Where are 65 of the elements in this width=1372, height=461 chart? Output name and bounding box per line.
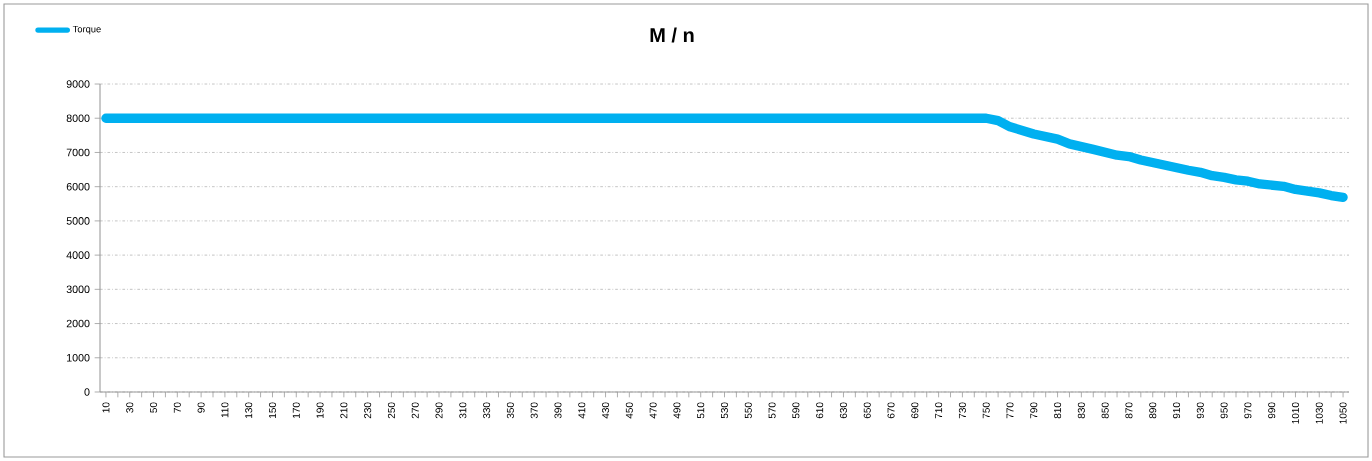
x-tick-label: 850 [1101,402,1109,419]
x-tick-label: 170 [292,402,300,418]
x-tick-label: 570 [768,402,776,419]
x-tick-label: 510 [697,402,705,419]
x-tick-label: 90 [197,402,205,413]
x-tick-label: 770 [1006,402,1014,419]
x-tick-label: 150 [268,402,277,418]
x-tick-label: 590 [792,402,800,419]
x-tick-label: 270 [411,402,419,419]
x-tick-label: 330 [483,402,491,419]
x-tick-label: 750 [982,402,990,419]
x-tick-label: 130 [245,402,253,418]
y-tick-label: 5000 [66,217,90,225]
y-tick-label: 6000 [66,182,90,191]
x-tick-label: 350 [506,402,514,419]
y-tick-label: 8000 [66,114,90,123]
x-tick-label: 890 [1149,402,1157,419]
legend-label: Torque [72,25,101,35]
x-tick-label: 530 [720,402,729,419]
x-tick-label: 630 [839,402,847,419]
y-tick-label: 7000 [66,148,90,157]
x-tick-label: 430 [602,402,610,419]
chart-title: M / n [650,27,694,43]
x-tick-label: 550 [744,402,752,419]
x-tick-label: 1030 [1315,402,1323,424]
x-tick-label: 110 [221,402,229,418]
x-tick-label: 10 [102,402,110,413]
x-tick-label: 210 [340,402,348,419]
x-tick-label: 290 [435,402,443,419]
x-tick-label: 250 [387,402,395,419]
x-tick-label: 370 [530,402,538,419]
x-tick-label: 450 [625,402,633,419]
x-tick-label: 650 [863,402,871,419]
x-tick-label: 950 [1220,402,1228,419]
x-tick-label: 1010 [1291,402,1300,424]
x-tick-label: 990 [1268,402,1276,419]
x-tick-label: 390 [554,402,562,419]
x-tick-label: 190 [316,402,324,418]
y-tick-label: 1000 [67,354,90,362]
x-tick-label: 790 [1030,402,1038,419]
x-tick-label: 490 [673,402,681,419]
x-tick-label: 710 [935,402,943,419]
x-tick-label: 970 [1244,402,1252,419]
x-tick-label: 870 [1125,402,1133,419]
x-tick-label: 730 [958,402,966,419]
x-tick-label: 70 [173,402,181,413]
x-tick-label: 830 [1077,402,1085,419]
x-tick-label: 410 [578,402,586,419]
y-tick-label: 0 [84,388,90,396]
y-tick-label: 4000 [66,251,90,259]
x-tick-label: 1050 [1339,402,1347,424]
x-tick-label: 690 [911,402,919,419]
x-tick-label: 470 [649,402,657,419]
x-tick-label: 30 [126,402,134,413]
y-tick-label: 9000 [66,80,90,88]
x-tick-label: 910 [1172,402,1181,419]
x-tick-label: 930 [1196,402,1204,419]
x-tick-label: 810 [1054,402,1062,419]
x-tick-label: 610 [816,402,824,419]
y-tick-label: 3000 [66,285,90,294]
x-tick-label: 310 [459,402,467,419]
y-tick-label: 2000 [66,319,90,328]
x-tick-label: 230 [364,402,372,419]
x-tick-label: 50 [149,402,158,413]
x-tick-label: 670 [887,402,895,419]
